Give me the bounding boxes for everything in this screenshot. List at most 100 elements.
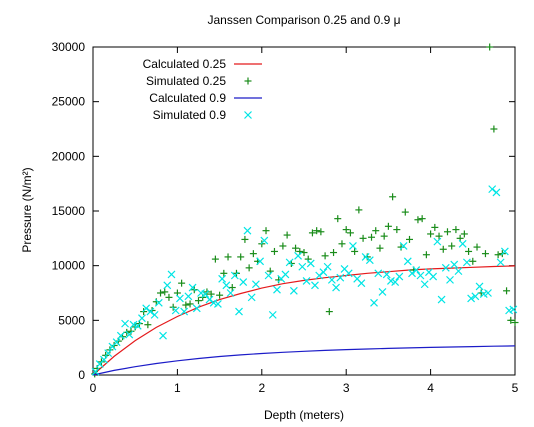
x-tick-label: 2	[258, 381, 265, 395]
data-point	[484, 289, 492, 297]
data-point	[256, 257, 265, 266]
data-point	[104, 349, 113, 358]
data-point	[317, 228, 325, 236]
data-point	[100, 355, 108, 364]
data-point	[144, 321, 152, 329]
data-point	[357, 279, 366, 288]
legend-label-calculated-0-9: Calculated 0.9	[149, 91, 226, 105]
data-point	[163, 281, 172, 290]
y-tick-label: 30000	[52, 40, 86, 54]
data-point	[133, 321, 142, 330]
data-point	[462, 258, 471, 267]
data-point	[454, 267, 463, 276]
data-point	[228, 284, 236, 292]
data-point	[91, 367, 100, 376]
data-point	[171, 306, 180, 315]
data-point	[222, 281, 231, 290]
data-point	[393, 226, 401, 234]
data-point	[230, 271, 239, 280]
data-point	[192, 304, 201, 313]
data-point	[420, 280, 429, 289]
data-point	[351, 247, 359, 255]
data-point	[308, 229, 316, 237]
data-point	[374, 269, 383, 278]
data-point	[245, 264, 253, 272]
data-point	[435, 232, 443, 240]
data-point	[416, 271, 425, 280]
legend-swatch-simulated-0-25	[244, 77, 252, 85]
data-point	[408, 269, 416, 278]
data-point	[399, 242, 408, 250]
y-axis: 0 5000 10000 15000 20000 25000 30000	[52, 40, 515, 382]
data-point	[496, 258, 505, 267]
data-point	[224, 253, 232, 261]
data-point	[138, 314, 146, 323]
data-point	[195, 297, 202, 305]
data-point	[359, 234, 367, 242]
series-points-simulated-0-25	[91, 43, 519, 378]
data-point	[264, 271, 273, 280]
data-point	[481, 250, 489, 258]
data-point	[112, 338, 121, 347]
data-point	[475, 282, 484, 291]
data-point	[446, 275, 454, 284]
data-point	[332, 283, 340, 292]
data-point	[180, 307, 189, 316]
x-tick-label: 0	[90, 381, 97, 395]
data-point	[488, 185, 497, 194]
data-point	[465, 247, 473, 255]
legend: Calculated 0.25 Simulated 0.25 Calculated …	[143, 57, 262, 122]
data-point	[289, 286, 298, 295]
chart-title: Janssen Comparison 0.25 and 0.9 μ	[207, 13, 400, 27]
data-point	[247, 293, 256, 302]
data-point	[370, 298, 378, 307]
data-point	[125, 330, 134, 339]
legend-swatch-simulated-0-9	[244, 111, 252, 119]
data-point	[283, 231, 291, 239]
y-axis-label: Pressure (N/m²)	[20, 167, 34, 252]
data-point	[494, 251, 502, 259]
y-tick-label: 20000	[52, 149, 86, 163]
data-point	[325, 308, 333, 316]
data-point	[319, 268, 328, 277]
x-tick-label: 5	[512, 381, 519, 395]
data-point	[382, 270, 391, 279]
series-layer	[91, 43, 519, 378]
data-point	[389, 193, 397, 201]
data-point	[431, 223, 439, 231]
y-tick-label: 25000	[52, 95, 86, 109]
y-tick-label: 15000	[52, 204, 86, 218]
data-point	[460, 230, 468, 238]
data-point	[490, 125, 498, 133]
data-point	[315, 271, 324, 280]
data-point	[395, 272, 404, 281]
series-line-calculated-0-9	[92, 345, 516, 376]
data-point	[313, 227, 321, 235]
data-point	[302, 277, 311, 285]
data-point	[165, 293, 173, 301]
data-point	[443, 228, 451, 236]
data-point	[154, 298, 163, 307]
data-point	[281, 270, 290, 279]
data-point	[330, 249, 338, 257]
data-point	[503, 287, 511, 295]
data-point	[182, 301, 190, 309]
data-point	[161, 288, 169, 296]
data-point	[403, 257, 412, 266]
data-point	[471, 292, 480, 301]
series-points-simulated-0-9	[91, 185, 518, 376]
data-point	[439, 245, 447, 253]
data-point	[186, 300, 194, 308]
data-point	[397, 243, 405, 251]
data-point	[205, 295, 214, 304]
data-point	[336, 273, 345, 282]
data-point	[294, 251, 303, 260]
data-point	[511, 319, 519, 327]
y-tick-label: 5000	[58, 313, 85, 327]
data-point	[469, 257, 477, 265]
data-point	[418, 215, 426, 223]
data-point	[372, 227, 380, 235]
data-point	[338, 240, 346, 248]
data-point	[292, 244, 300, 252]
data-point	[437, 295, 446, 304]
